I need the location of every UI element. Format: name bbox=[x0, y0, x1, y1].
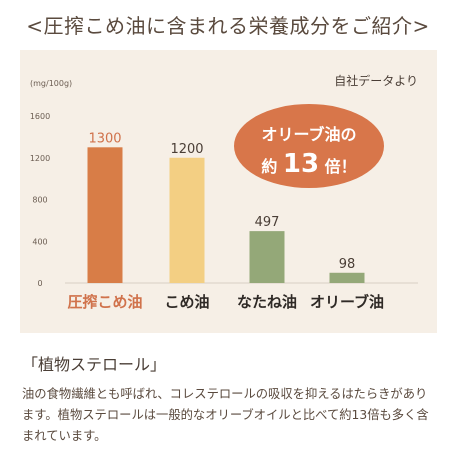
callout-badge: オリーブ油の 約 13 倍！ bbox=[234, 104, 384, 188]
callout-line1: オリーブ油の bbox=[261, 125, 356, 144]
category-label: 圧搾こめ油 bbox=[67, 293, 142, 311]
bar bbox=[249, 231, 285, 283]
source-note: 自社データより bbox=[334, 73, 418, 88]
bar-value-label: 98 bbox=[339, 257, 356, 272]
callout-prefix: 約 bbox=[261, 157, 277, 176]
callout-ellipse bbox=[234, 104, 384, 188]
bar-value-label: 497 bbox=[255, 215, 280, 230]
bars: 1300 圧搾こめ油 1200 こめ油 497 なたね油 98 オリーブ油 bbox=[67, 131, 384, 311]
y-tick-label: 1600 bbox=[30, 112, 50, 121]
sterol-bar-chart: (mg/100g) 自社データより 0 400 800 1200 1600 1300 圧搾… bbox=[30, 73, 418, 311]
bar bbox=[329, 272, 365, 283]
y-tick-label: 0 bbox=[37, 279, 42, 288]
category-label: なたね油 bbox=[237, 293, 297, 311]
page-heading: <圧搾こめ油に含まれる栄養成分をご紹介> bbox=[26, 14, 430, 38]
bar bbox=[169, 157, 205, 283]
unit-label: (mg/100g) bbox=[30, 79, 72, 88]
category-label: オリーブ油 bbox=[310, 293, 384, 311]
chart-panel: (mg/100g) 自社データより 0 400 800 1200 1600 1300 圧搾… bbox=[20, 50, 437, 333]
y-tick-label: 800 bbox=[32, 196, 47, 205]
callout-line2: 約 13 倍！ bbox=[261, 149, 356, 179]
bar bbox=[87, 147, 123, 283]
y-tick-label: 400 bbox=[32, 237, 47, 246]
body-text: 油の食物繊維とも呼ばれ、コレステロールの吸収を抑えるはたらきがあります。植物ステ… bbox=[22, 387, 429, 443]
section-title: 「植物ステロール」 bbox=[22, 355, 167, 374]
y-axis-ticks: 0 400 800 1200 1600 bbox=[30, 112, 50, 288]
bar-value-label: 1200 bbox=[170, 142, 203, 157]
y-tick-label: 1200 bbox=[30, 154, 50, 163]
category-label: こめ油 bbox=[164, 293, 209, 311]
callout-suffix: 倍！ bbox=[325, 157, 357, 176]
callout-number: 13 bbox=[283, 149, 319, 179]
bar-value-label: 1300 bbox=[88, 131, 121, 146]
